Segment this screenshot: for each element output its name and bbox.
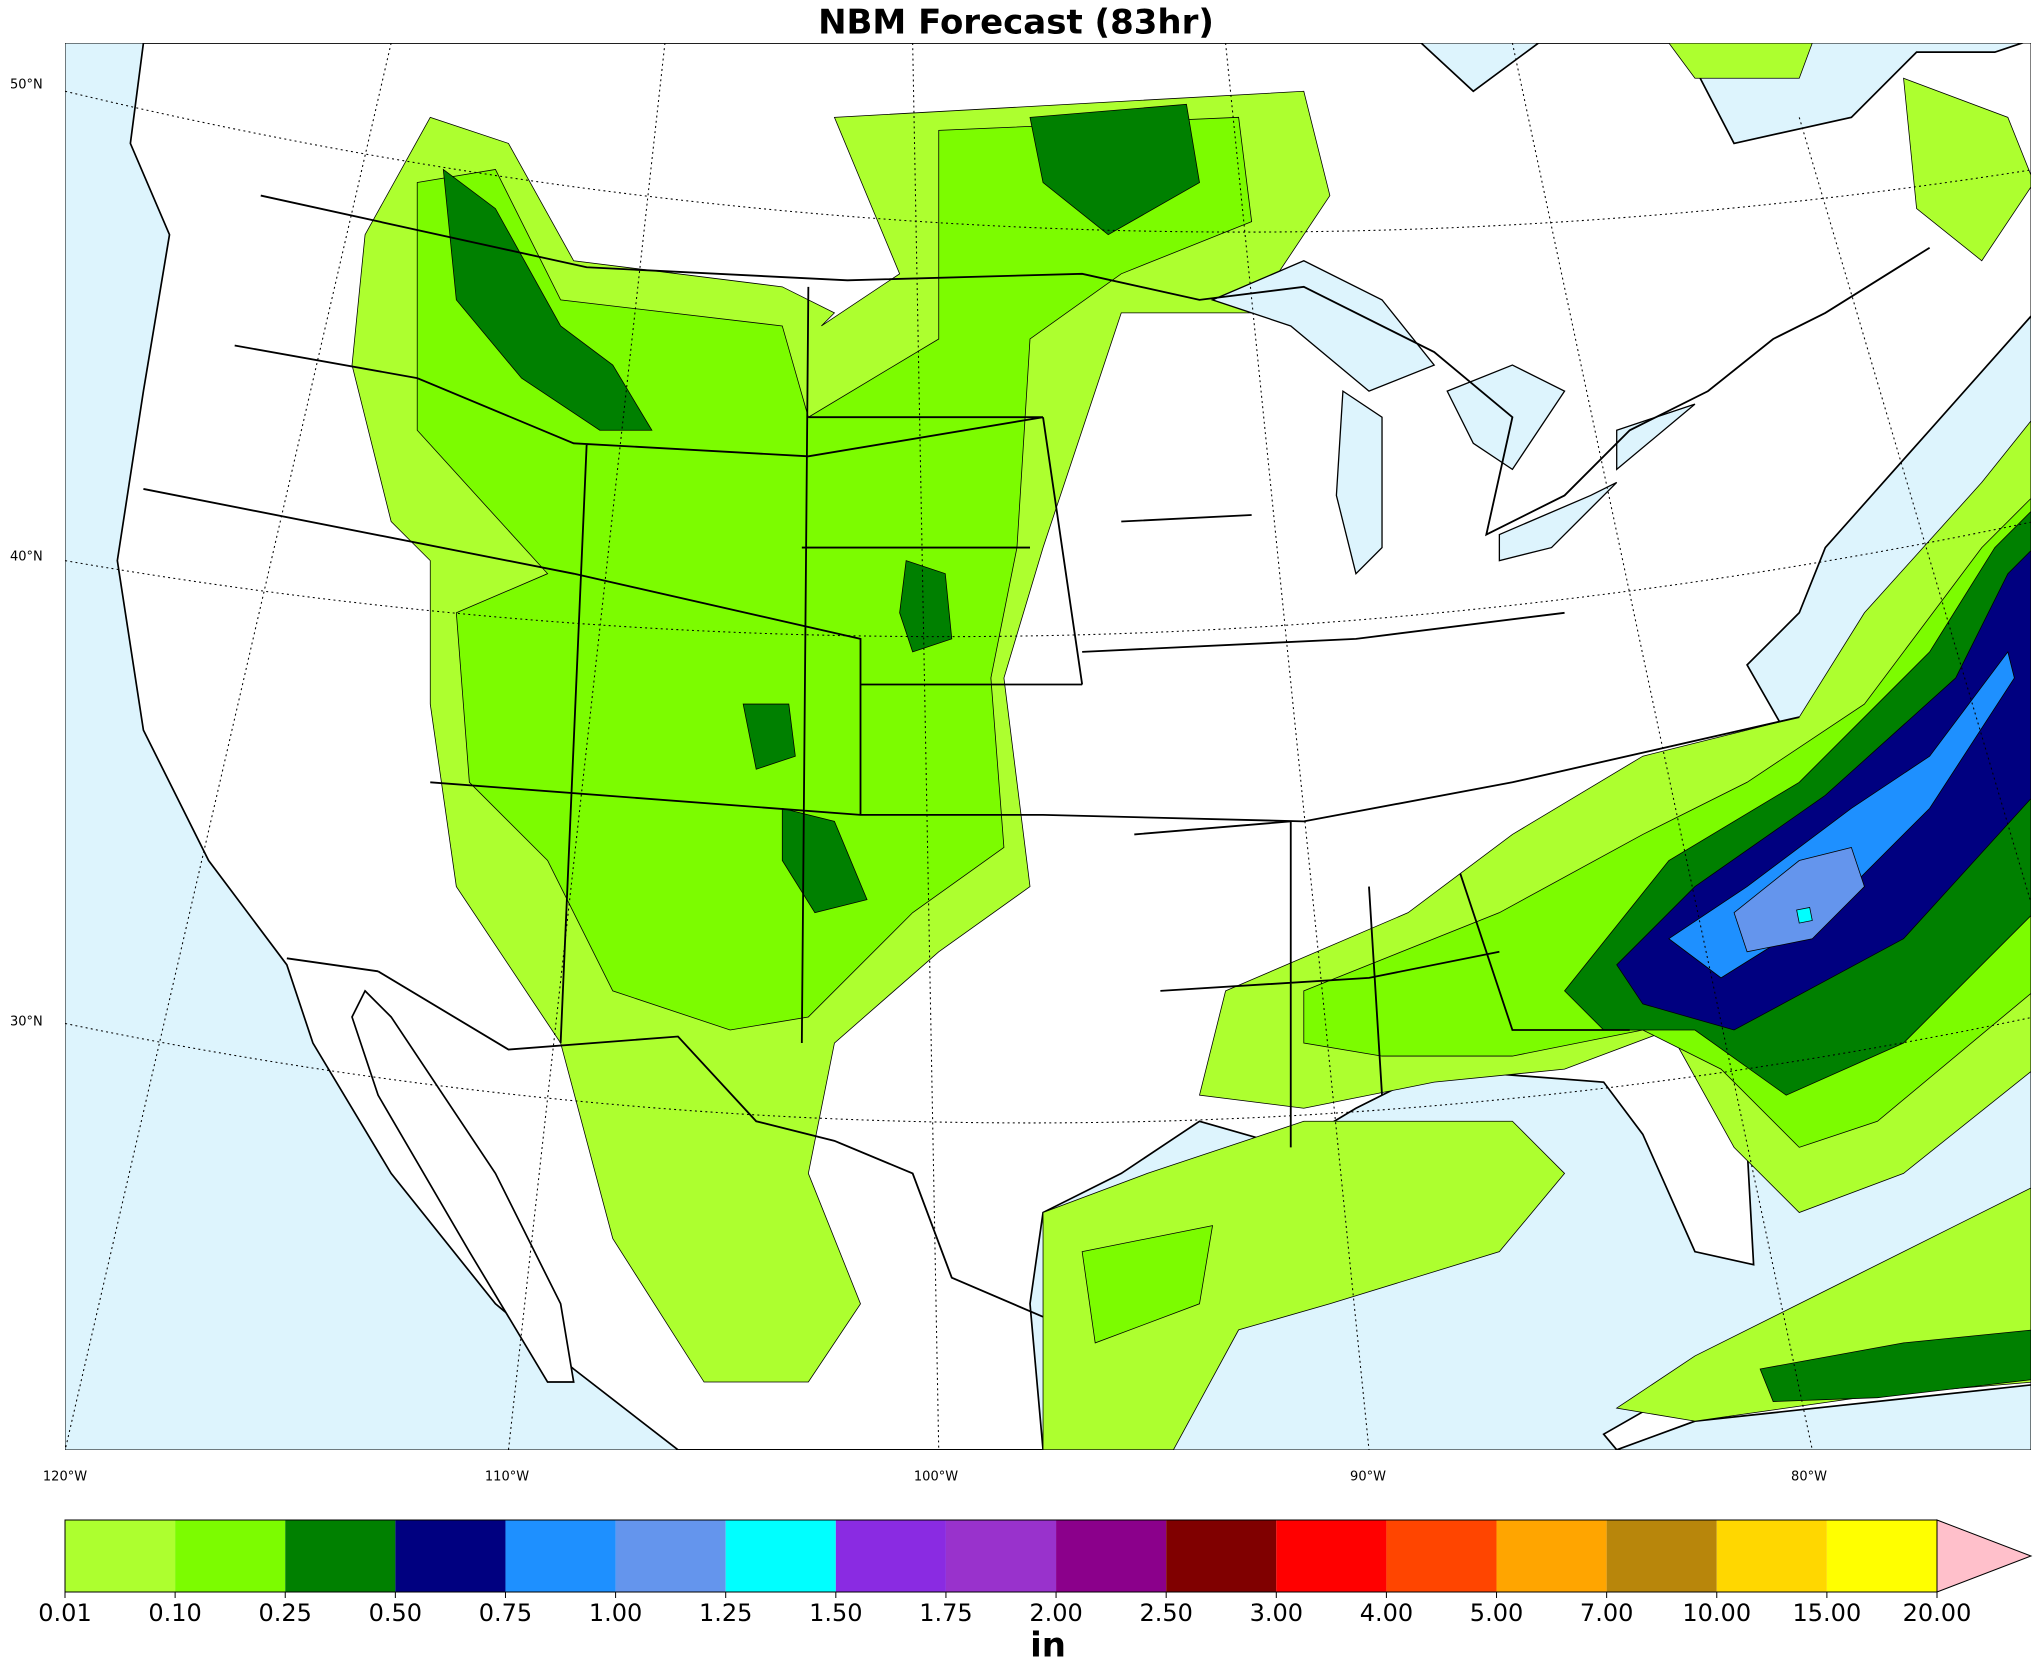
colorbar-bin — [1166, 1520, 1277, 1592]
precip-area — [1733, 847, 1865, 953]
colorbar-bin — [65, 1520, 176, 1592]
colorbar-bin — [1826, 1520, 1937, 1592]
colorbar-bin — [945, 1520, 1057, 1592]
colorbar-bin — [1496, 1520, 1607, 1592]
colorbar-bin — [1386, 1520, 1497, 1592]
axis-labels: 50°N 40°N 30°N 120°W 110°W 100°W 90°W 80°W — [10, 78, 1827, 1485]
colorbar-tick-label: 1.75 — [919, 1599, 972, 1627]
map-title: NBM Forecast (83hr) — [818, 3, 1214, 43]
precip-area — [442, 103, 1200, 914]
lat-label: 30°N — [10, 1015, 43, 1030]
colorbar-extension — [1936, 1519, 2033, 1593]
colorbar-bin — [1606, 1520, 1717, 1592]
colorbar-tick-label: 20.00 — [1903, 1599, 1972, 1627]
lon-label: 110°W — [485, 1470, 529, 1485]
colorbar-frame — [64, 1519, 1938, 1593]
colorbar-bin — [285, 1520, 396, 1592]
colorbar-tick-label: 0.25 — [259, 1599, 312, 1627]
precip-area — [1796, 906, 1813, 924]
lon-label: 80°W — [1791, 1470, 1827, 1485]
colorbar-bin — [1056, 1520, 1167, 1592]
precipitation — [351, 43, 2031, 1450]
precip-area — [1759, 1329, 2031, 1402]
borders — [143, 194, 1931, 1318]
colorbar-bin — [1276, 1520, 1387, 1592]
precip-area — [1081, 1225, 1214, 1344]
colorbar-tick-label: 3.00 — [1250, 1599, 1303, 1627]
colorbar-bin — [1716, 1520, 1827, 1592]
lakes — [1210, 260, 1696, 575]
colorbar-bin — [395, 1520, 506, 1592]
colorbar: 0.01 0.10 0.25 0.50 0.75 1.00 1.25 1.50 1.75 2.00… — [38, 1519, 2033, 1627]
colorbar-bin — [725, 1520, 836, 1592]
colorbar-tick-label: 0.01 — [38, 1599, 91, 1627]
colorbar-tick-label: 1.00 — [589, 1599, 642, 1627]
colorbar-tick-label: 0.75 — [479, 1599, 532, 1627]
graticule — [65, 43, 2031, 1450]
lat-label: 50°N — [10, 78, 43, 93]
baja — [351, 989, 575, 1383]
colorbar-tick-label: 0.10 — [148, 1599, 201, 1627]
colorbar-bin — [175, 1520, 286, 1592]
lat-label: 40°N — [10, 550, 43, 565]
colorbar-tick-label: 1.50 — [809, 1599, 862, 1627]
lon-label: 100°W — [914, 1470, 958, 1485]
colorbar-tick-label: 2.00 — [1029, 1599, 1082, 1627]
colorbar-unit: in — [1030, 1626, 1066, 1666]
lon-label: 120°W — [43, 1470, 87, 1485]
colorbar-tick-label: 4.00 — [1360, 1599, 1413, 1627]
colorbar-bin — [505, 1520, 616, 1592]
precip-area — [416, 116, 1253, 1031]
colorbar-tick-label: 0.50 — [369, 1599, 422, 1627]
colorbar-bin — [615, 1520, 726, 1592]
colorbar-tick-label: 5.00 — [1470, 1599, 1523, 1627]
colorbar-bin — [835, 1520, 946, 1592]
colorbar-tick-label: 7.00 — [1580, 1599, 1633, 1627]
colorbar-tick-label: 15.00 — [1793, 1599, 1862, 1627]
colorbar-tick-label: 2.50 — [1139, 1599, 1192, 1627]
lon-label: 90°W — [1350, 1470, 1386, 1485]
map — [65, 43, 2031, 1450]
colorbar-tick-label: 10.00 — [1682, 1599, 1751, 1627]
colorbar-tick-label: 1.25 — [699, 1599, 752, 1627]
